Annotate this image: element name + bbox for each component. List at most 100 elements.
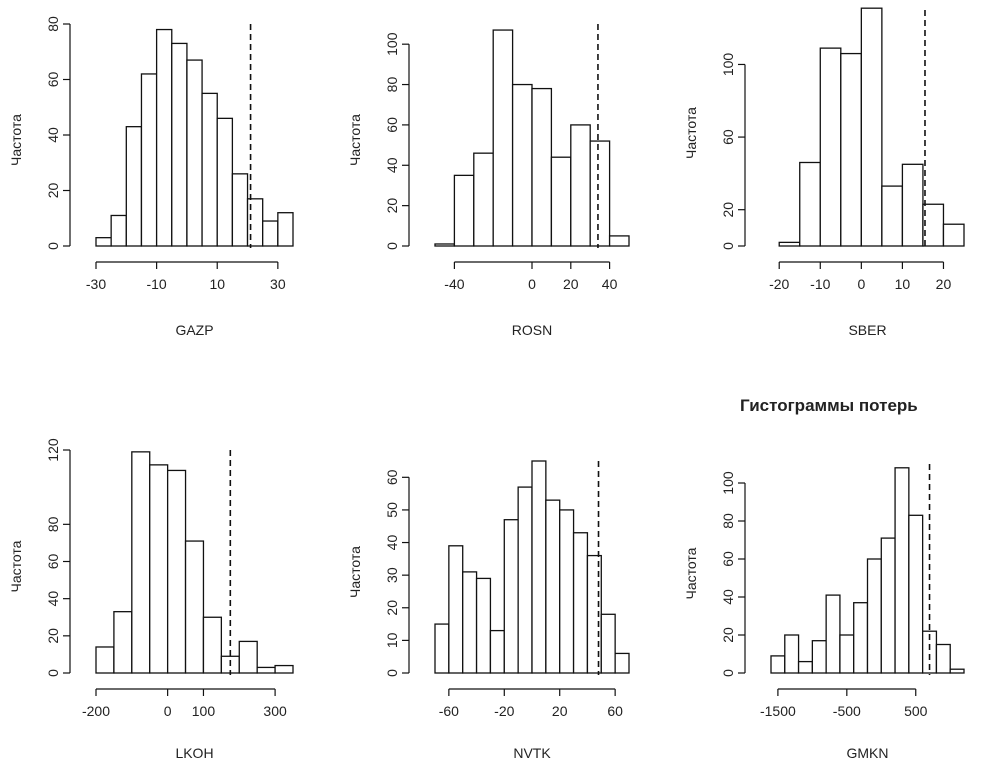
histogram-bar	[434, 243, 456, 247]
histogram-bar	[901, 163, 924, 247]
histogram-bar	[839, 634, 855, 674]
x-tick-label: 40	[602, 276, 618, 292]
histogram-bar	[853, 602, 869, 674]
x-tick-label: -500	[833, 703, 861, 719]
y-tick-label: 80	[45, 16, 61, 32]
x-tick-label: 0	[164, 703, 172, 719]
histogram-bar	[908, 514, 924, 674]
y-tick-label: 0	[384, 242, 400, 250]
x-tick-label: 500	[904, 703, 928, 719]
histogram-bar	[545, 499, 561, 674]
histogram-bar	[434, 623, 450, 674]
y-axis-label: Частота	[683, 107, 699, 159]
histogram-bar	[614, 652, 630, 674]
histogram-bar	[473, 152, 494, 247]
x-tick-label: 0	[857, 276, 865, 292]
histogram-bar	[125, 126, 143, 247]
x-axis-label: LKOH	[175, 745, 213, 761]
histogram-bar	[589, 140, 611, 247]
histogram-bar	[880, 537, 896, 674]
histogram-bar	[825, 594, 841, 674]
x-tick-label: -30	[86, 276, 106, 292]
histogram-bar	[570, 124, 591, 247]
histogram-bar	[166, 469, 187, 674]
histogram-bar	[110, 214, 127, 247]
histogram-bar	[784, 634, 800, 674]
y-tick-label: 100	[720, 471, 736, 495]
y-tick-label: 0	[720, 242, 736, 250]
histogram-bar	[131, 451, 151, 674]
y-tick-label: 60	[45, 554, 61, 570]
histogram-bar	[770, 655, 786, 674]
x-tick-label: 300	[263, 703, 287, 719]
y-tick-label: 0	[45, 669, 61, 677]
histogram-bar	[453, 174, 475, 247]
histogram-bar	[949, 668, 965, 674]
histogram-bar	[462, 571, 478, 674]
histogram-bar	[277, 212, 294, 247]
histogram-bar	[559, 509, 575, 674]
x-tick-label: -10	[810, 276, 830, 292]
histogram-lkoh: -200 0 100 300 0 20 40 60 80 120 Частота LKOH	[8, 438, 294, 761]
y-tick-label: 50	[384, 502, 400, 518]
y-tick-label: 20	[45, 183, 61, 199]
histogram-bar	[517, 486, 533, 674]
histogram-bar	[778, 241, 801, 247]
histogram-nvtk: -60 -20 20 60 0 10 20 30 40 50 60 Частота NVTK	[347, 460, 630, 761]
y-tick-label: 80	[45, 516, 61, 532]
histogram-bar	[608, 235, 630, 247]
histogram-bar	[881, 185, 904, 247]
y-tick-label: 40	[45, 591, 61, 607]
y-tick-label: 20	[720, 627, 736, 643]
x-axis-label: GAZP	[175, 322, 213, 338]
histogram-bar	[95, 237, 112, 247]
y-axis-label: Частота	[8, 540, 24, 592]
y-tick-label: 100	[720, 53, 736, 77]
y-tick-label: 40	[720, 589, 736, 605]
y-tick-label: 80	[720, 513, 736, 529]
histogram-bar	[489, 629, 505, 674]
y-tick-label: 10	[384, 632, 400, 648]
histogram-bar	[216, 117, 234, 247]
x-tick-label: -1500	[760, 703, 796, 719]
histogram-bar	[149, 464, 169, 674]
y-tick-label: 40	[45, 127, 61, 143]
x-axis-label: ROSN	[512, 322, 552, 338]
y-axis-label: Частота	[347, 114, 363, 166]
histogram-bar	[860, 7, 883, 247]
histogram-gmkn: -1500 -500 500 0 20 40 60 80 100 Частота GMKN	[683, 464, 965, 761]
histogram-gazp: -30 -10 10 30 0 20 40 60 80 Частота GAZP	[8, 16, 294, 338]
x-tick-label: -20	[769, 276, 789, 292]
y-tick-label: 40	[384, 535, 400, 551]
histogram-bar	[511, 83, 533, 247]
histogram-bar	[184, 540, 205, 674]
histogram-bar	[238, 640, 258, 674]
histogram-bar	[231, 173, 249, 247]
histogram-bar	[819, 47, 842, 247]
x-tick-label: 20	[936, 276, 952, 292]
x-tick-label: -60	[439, 703, 459, 719]
y-axis-label: Частота	[683, 547, 699, 599]
y-tick-label: 60	[384, 469, 400, 485]
y-tick-label: 80	[384, 77, 400, 93]
histogram-bar	[531, 460, 547, 674]
y-tick-label: 60	[45, 72, 61, 88]
histogram-bar	[811, 640, 827, 674]
histogram-bar	[262, 220, 279, 247]
histogram-sber: -20 -10 0 10 20 0 20 60 100 Частота SBER	[683, 7, 965, 338]
histogram-bar	[155, 28, 173, 247]
histogram-bar	[600, 613, 616, 674]
histogram-bar	[201, 92, 218, 247]
histogram-bar	[503, 519, 519, 674]
y-tick-label: 0	[384, 669, 400, 677]
y-tick-label: 100	[384, 32, 400, 56]
x-tick-label: -200	[82, 703, 110, 719]
x-tick-label: 30	[270, 276, 286, 292]
histogram-bar	[531, 87, 553, 247]
histogram-bar	[448, 545, 464, 674]
y-tick-label: 0	[720, 669, 736, 677]
histogram-bar	[492, 29, 514, 247]
x-tick-label: 20	[563, 276, 579, 292]
